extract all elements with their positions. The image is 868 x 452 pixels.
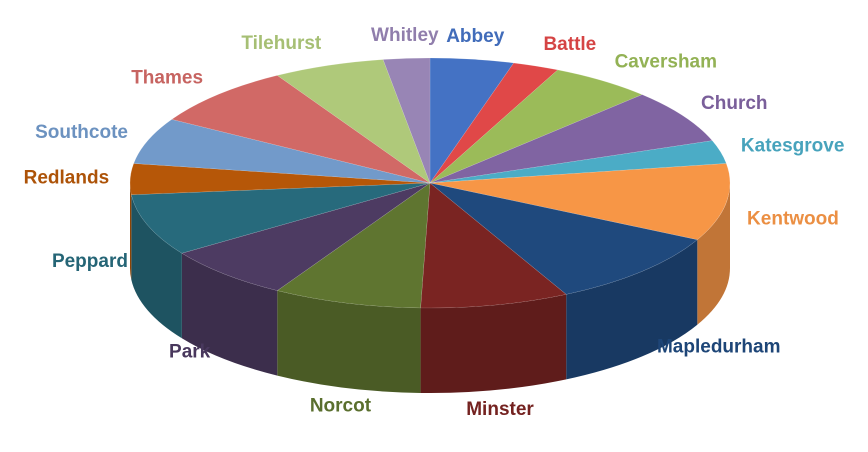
slice (429, 140, 727, 184)
slice-side (181, 253, 278, 376)
slice-label: Peppard (52, 251, 128, 272)
slice-label: Norcot (310, 395, 372, 416)
slice-label: Katesgrove (741, 135, 845, 156)
slice-label: Abbey (446, 26, 505, 47)
slice (429, 69, 643, 184)
slice (129, 163, 431, 196)
slice-side (420, 294, 567, 394)
slice-label: Minster (466, 399, 534, 420)
slice (429, 163, 731, 241)
slice (429, 57, 515, 184)
slice-label: Kentwood (747, 208, 839, 229)
slice-label: Tilehurst (241, 33, 322, 54)
slice-side (130, 183, 132, 280)
slice-side (131, 194, 182, 339)
slice-label: Redlands (24, 167, 110, 188)
slice (276, 182, 431, 309)
slice (181, 182, 431, 291)
slice-label: Battle (543, 34, 596, 55)
slice (429, 94, 713, 184)
slice-side (697, 183, 730, 325)
slice-label: Thames (131, 68, 203, 89)
slice (420, 182, 567, 309)
slice-label: Whitley (371, 25, 439, 46)
slice-side (566, 239, 698, 380)
slice (133, 119, 431, 184)
slice-label: Park (169, 342, 211, 363)
slice-label: Church (701, 93, 768, 114)
slice (382, 57, 431, 184)
slice (171, 75, 431, 184)
slice (429, 182, 698, 295)
slice-label: Mapledurham (657, 336, 781, 357)
slice (276, 59, 431, 184)
slice-label: Southcote (35, 122, 128, 143)
slice-label: Caversham (615, 51, 717, 72)
slice (131, 182, 431, 254)
slice-side (277, 290, 421, 393)
slice (429, 62, 559, 184)
